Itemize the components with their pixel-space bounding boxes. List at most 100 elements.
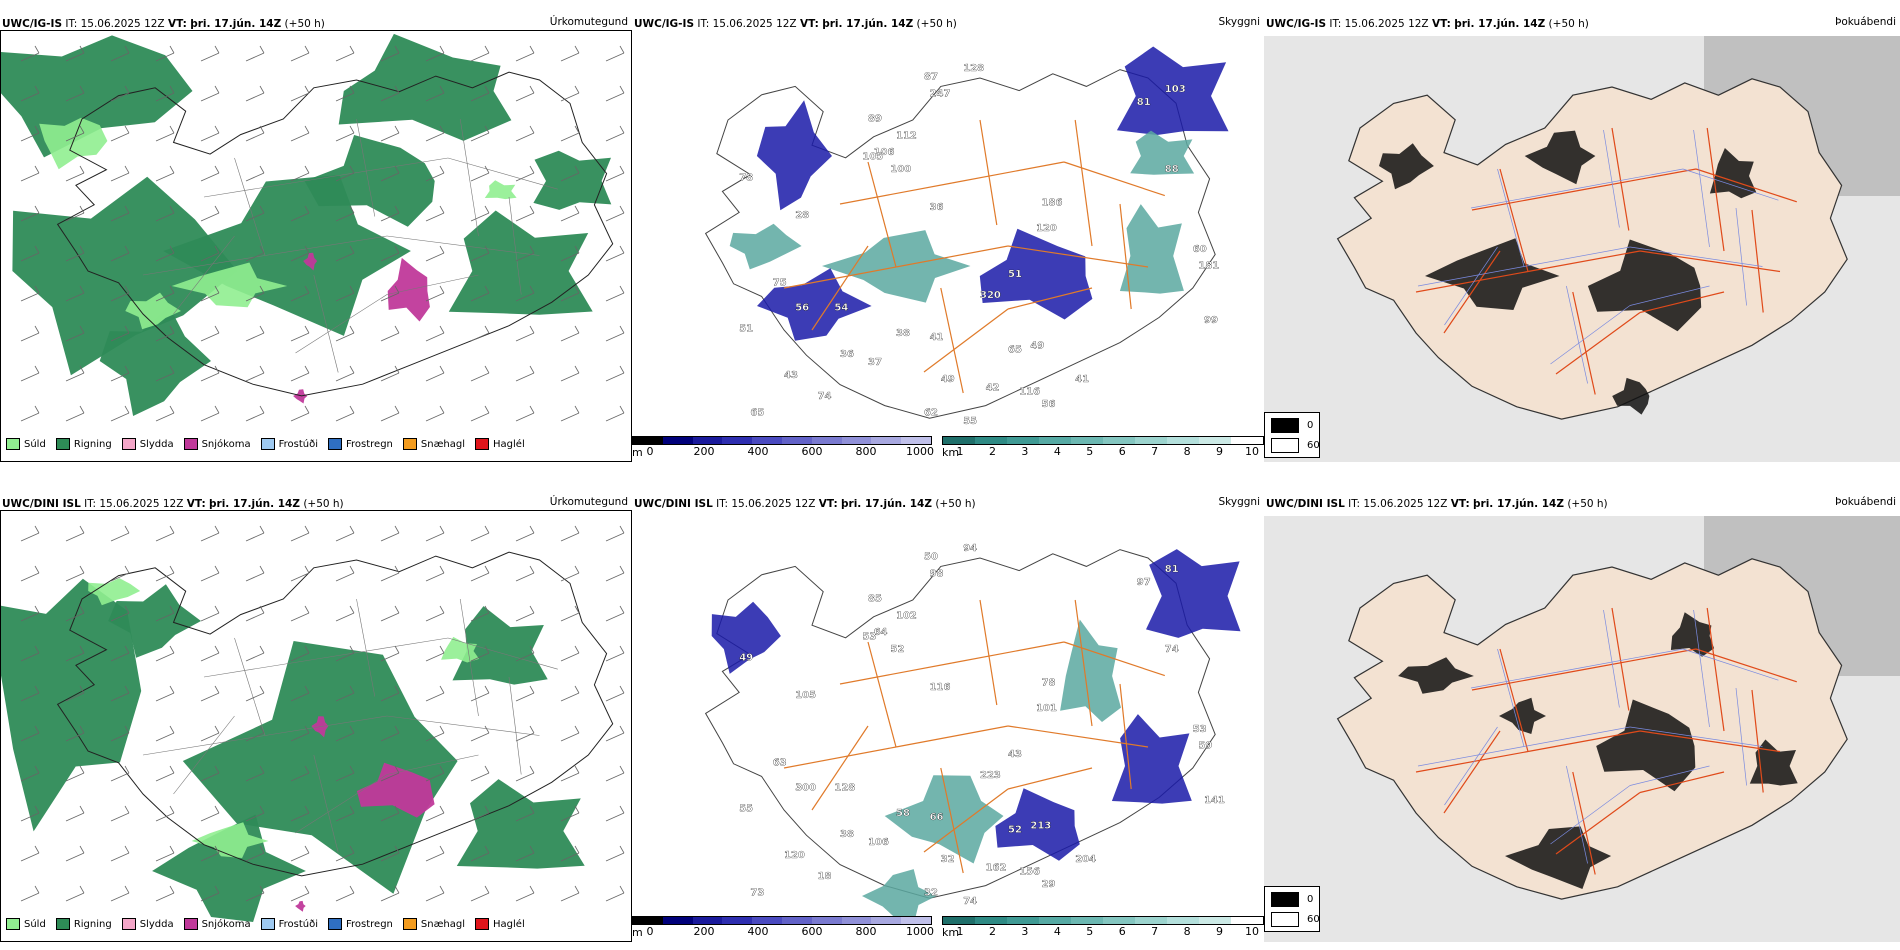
wind-barb (335, 325, 355, 342)
wind-barb (335, 645, 355, 662)
wind-barb (380, 245, 400, 262)
colorbar-tick: 6 (1118, 925, 1126, 938)
rain-area (108, 584, 201, 658)
wind-barb (605, 285, 625, 302)
precip-map[interactable] (0, 30, 632, 462)
drizzle-area (171, 262, 288, 308)
wind-barb (335, 85, 355, 102)
colorbar-step (1039, 437, 1071, 444)
rain-area (0, 578, 142, 832)
cloud-base-label: 128 (834, 783, 855, 794)
wind-barb (605, 165, 625, 182)
road-line (1550, 305, 1631, 365)
road-line (1471, 188, 1585, 211)
wind-barb (470, 125, 490, 142)
panel-header: UWC/IG-IS IT: 15.06.2025 12Z VT: þri. 17… (634, 18, 957, 30)
cloud-base-label: 100 (890, 164, 911, 175)
road-line (1417, 746, 1525, 767)
wind-barb (245, 765, 265, 782)
wind-barb (515, 325, 535, 342)
wind-barb (380, 405, 400, 422)
wind-barb (335, 525, 355, 542)
wind-barb (425, 805, 445, 822)
coastline (56, 71, 614, 397)
wind-barb (65, 85, 85, 102)
colorbar-step (1007, 917, 1039, 924)
cloud-base-label: 78 (1042, 678, 1056, 689)
wind-barb (245, 165, 265, 182)
cloud-area (1116, 46, 1229, 135)
wind-barb (245, 205, 265, 222)
cloud-base-label: 43 (1008, 749, 1022, 760)
cloud-colorbar-m: m 0 200 400 600 800 1000 (632, 916, 934, 939)
wind-barb (200, 645, 220, 662)
cloud-base-label: 29 (1042, 879, 1056, 890)
road-line (295, 774, 388, 834)
cloud-base-label: 99 (1204, 315, 1218, 326)
wind-barb (425, 325, 445, 342)
road-line (1555, 792, 1641, 855)
road-line (1639, 771, 1725, 794)
road-line (1444, 246, 1498, 326)
cloud-area (1111, 714, 1192, 804)
precip-legend-item: Slydda (121, 438, 174, 450)
wind-barb (155, 765, 175, 782)
wind-barb (380, 45, 400, 62)
road-line (940, 287, 964, 394)
wind-barb (155, 405, 175, 422)
legend-label: Frostregn (346, 918, 393, 930)
colorbar-step (1199, 917, 1231, 924)
colorbar-tick: 600 (801, 925, 823, 938)
colorbar-tick: 7 (1151, 925, 1159, 938)
snow-area (293, 389, 308, 404)
wind-barb (380, 525, 400, 542)
panel-title: Úrkomutegund (549, 16, 628, 28)
legend-swatch (328, 918, 342, 930)
wind-barb (470, 45, 490, 62)
legend-swatch (121, 438, 136, 450)
wind-barb (425, 165, 445, 182)
wind-barb (605, 725, 625, 742)
road-line (979, 599, 998, 706)
colorbar-step (1039, 917, 1071, 924)
road-line (264, 715, 388, 736)
colorbar-step (871, 437, 902, 444)
cloud-base-label: 49 (1030, 340, 1044, 351)
wind-barb (155, 685, 175, 702)
wind-barb (65, 845, 85, 862)
cloud-map[interactable]: 94 98 50 85 81 97 102 64 53 52 74 116 78 53 49 105 59 141… (632, 516, 1264, 924)
wind-barb (290, 405, 310, 422)
cloud-base-label: 52 (890, 644, 904, 655)
wind-barb (110, 725, 130, 742)
cloud-base-label: 64 (874, 627, 888, 638)
legend-label: Súld (24, 438, 46, 450)
wind-barb (245, 685, 265, 702)
wind-barb (515, 565, 535, 582)
cloud-base-label: 53 (862, 631, 876, 642)
legend-swatch (183, 438, 198, 450)
colorbar-step (633, 917, 663, 924)
precip-map[interactable] (0, 510, 632, 942)
wind-barb (245, 525, 265, 542)
road-line (173, 235, 235, 315)
cloud-base-label: 53 (1193, 724, 1207, 735)
wind-barb (470, 205, 490, 222)
precip-legend-item: Snjókoma (183, 918, 251, 930)
wind-barb (425, 765, 445, 782)
wind-barb (155, 805, 175, 822)
fog-map[interactable] (1264, 516, 1900, 942)
wind-barb (515, 525, 535, 542)
wind-barb (335, 725, 355, 742)
road-line (1470, 188, 1578, 209)
fog-map[interactable] (1264, 36, 1900, 462)
panel-header: UWC/DINI ISL IT: 15.06.2025 12Z VT: þri.… (1266, 498, 1608, 510)
wind-barb (245, 405, 265, 422)
colorbar-tick: 4 (1053, 445, 1061, 458)
road-line (1572, 771, 1596, 875)
wind-barb (110, 845, 130, 862)
wind-barb (290, 805, 310, 822)
wind-barb (425, 845, 445, 862)
wind-barb (605, 125, 625, 142)
cloud-map[interactable]: 128 247 87 89 103 81 112 106 105 100 88 36 186 60 78 28… (632, 36, 1264, 436)
colorbar-step (1231, 917, 1263, 924)
